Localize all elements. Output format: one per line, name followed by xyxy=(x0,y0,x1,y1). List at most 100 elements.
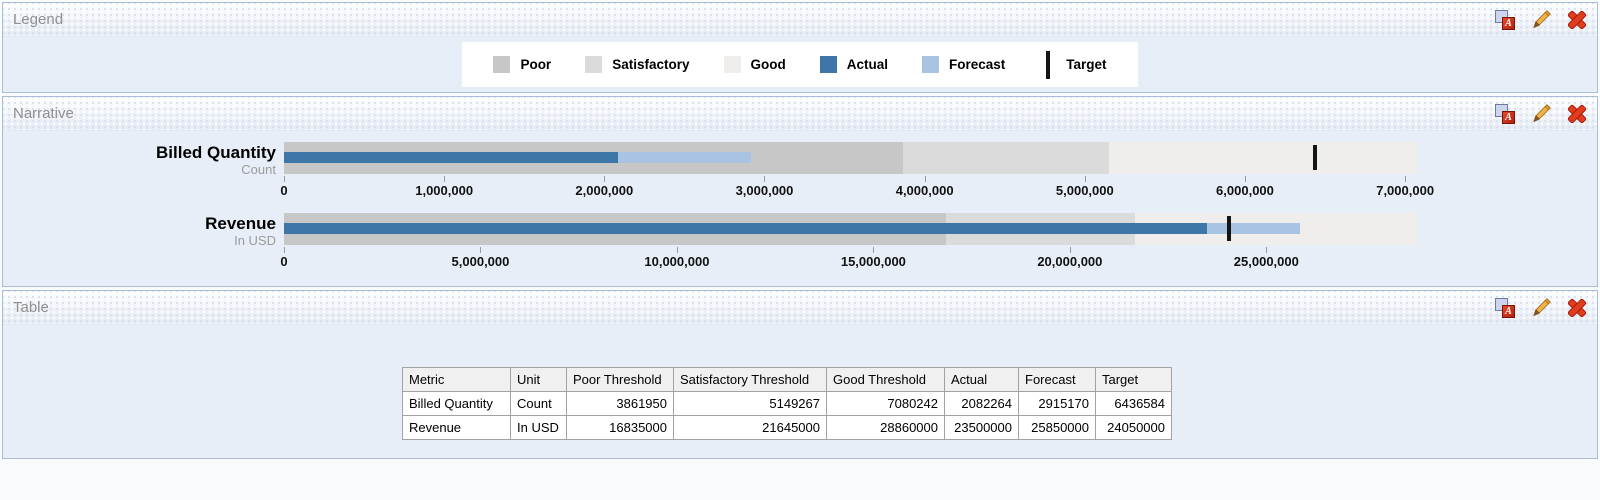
legend-item-label: Actual xyxy=(846,57,889,72)
table-cell: 5149267 xyxy=(673,391,827,416)
legend-panel: Legend A xyxy=(2,2,1598,93)
axis-tick-label: 0 xyxy=(280,183,288,198)
axis-tick xyxy=(1069,247,1071,253)
axis-tick-label: 6,000,000 xyxy=(1216,183,1274,198)
axis-tick-label: 20,000,000 xyxy=(1037,254,1103,269)
axis-tick-label: 2,000,000 xyxy=(575,183,634,198)
delete-x-icon[interactable] xyxy=(1565,8,1589,32)
axis-tick-label: 1,000,000 xyxy=(415,183,474,198)
bullet-axis: 0 1,000,000 2,000,000 3,000,000 4,000,000 5,0… xyxy=(280,174,1434,200)
table-header-cell: Poor Threshold xyxy=(566,367,674,392)
narrative-panel-toolbar: A xyxy=(1493,102,1589,126)
axis-tick xyxy=(1084,176,1086,182)
axis-tick-label: 3,000,000 xyxy=(735,183,794,198)
legend-strip: Poor Satisfactory Good Actual Forecast Target xyxy=(462,42,1138,87)
legend-panel-title: Legend xyxy=(13,11,64,28)
actual-bar xyxy=(284,223,1208,234)
table-header-cell: Satisfactory Threshold xyxy=(673,367,827,392)
edit-pencil-icon[interactable] xyxy=(1529,102,1553,126)
table-cell: 21645000 xyxy=(673,415,827,440)
target-swatch xyxy=(1046,50,1051,79)
table-cell: 28860000 xyxy=(826,415,945,440)
format-icon[interactable]: A xyxy=(1493,8,1517,32)
bullet-band xyxy=(284,213,1418,245)
bullet-plot: 0 5,000,000 10,000,000 15,000,000 20,000,000… xyxy=(280,213,1418,271)
axis-tick-label: 4,000,000 xyxy=(895,183,954,198)
narrative-panel-body: Billed Quantity Count 0 1,000,000 2,000,000 3… xyxy=(3,131,1597,286)
forecast-swatch xyxy=(922,56,940,73)
axis-tick xyxy=(444,176,446,182)
legend-item: Target xyxy=(1039,50,1107,79)
metrics-table-body: Billed Quantity Count 3861950 5149267 708024… xyxy=(402,391,1172,440)
satisfactory-swatch xyxy=(585,56,603,73)
axis-tick xyxy=(676,247,678,253)
legend-item-label: Target xyxy=(1066,57,1107,72)
table-cell: Billed Quantity xyxy=(402,391,511,416)
table-header-cell: Unit xyxy=(510,367,567,392)
chart-subtitle: In USD xyxy=(234,233,276,248)
narrative-panel: Narrative A xyxy=(2,96,1598,287)
delete-x-icon[interactable] xyxy=(1565,296,1589,320)
format-icon[interactable]: A xyxy=(1493,102,1517,126)
bullet-plot: 0 1,000,000 2,000,000 3,000,000 4,000,000 5,0… xyxy=(280,142,1434,200)
table-cell: 25850000 xyxy=(1018,415,1096,440)
table-cell: 23500000 xyxy=(944,415,1019,440)
legend-panel-header[interactable]: Legend A xyxy=(3,3,1597,37)
axis-tick-label: 7,000,000 xyxy=(1376,183,1435,198)
legend-panel-body: Poor Satisfactory Good Actual Forecast Target xyxy=(3,37,1597,92)
bullet-axis: 0 5,000,000 10,000,000 15,000,000 20,000,000… xyxy=(280,245,1418,271)
legend-item: Satisfactory xyxy=(585,56,690,73)
table-panel-title: Table xyxy=(13,299,49,316)
axis-tick xyxy=(1266,247,1268,253)
legend-item-label: Poor xyxy=(520,57,552,72)
table-header-cell: Metric xyxy=(402,367,511,392)
legend-item: Poor xyxy=(493,56,551,73)
axis-tick-label: 10,000,000 xyxy=(644,254,710,269)
legend-panel-toolbar: A xyxy=(1493,8,1589,32)
legend-item-label: Forecast xyxy=(949,57,1006,72)
bullet-chart-row: Revenue In USD 0 5,000,000 10,000,000 15,000,… xyxy=(3,213,1597,271)
dashboard-page: Legend A xyxy=(2,2,1598,459)
metrics-table-head: Metric Unit Poor Threshold Satisfactory Thr… xyxy=(402,367,1172,392)
target-marker xyxy=(1227,216,1231,241)
good-swatch xyxy=(723,56,741,73)
table-header-cell: Good Threshold xyxy=(826,367,945,392)
table-panel-header[interactable]: Table A xyxy=(3,291,1597,325)
table-row: Billed Quantity Count 3861950 5149267 708024… xyxy=(402,391,1172,416)
axis-tick-label: 5,000,000 xyxy=(451,254,510,269)
bullet-band xyxy=(284,142,1418,174)
range-satisfactory xyxy=(902,142,1109,174)
format-icon[interactable]: A xyxy=(1493,296,1517,320)
axis-tick xyxy=(1405,176,1407,182)
table-panel-body: Metric Unit Poor Threshold Satisfactory Thr… xyxy=(3,367,1597,500)
chart-title: Billed Quantity xyxy=(156,143,276,162)
narrative-panel-header[interactable]: Narrative A xyxy=(3,97,1597,131)
axis-tick xyxy=(764,176,766,182)
legend-item-label: Good xyxy=(750,57,786,72)
delete-x-icon[interactable] xyxy=(1565,102,1589,126)
axis-tick xyxy=(873,247,875,253)
metrics-table: Metric Unit Poor Threshold Satisfactory Thr… xyxy=(402,367,1172,440)
table-cell: 2082264 xyxy=(944,391,1019,416)
axis-tick-label: 15,000,000 xyxy=(840,254,906,269)
axis-tick xyxy=(604,176,606,182)
table-header-cell: Actual xyxy=(944,367,1019,392)
axis-tick xyxy=(1244,176,1246,182)
chart-title: Revenue xyxy=(205,214,276,233)
table-row: Revenue In USD 16835000 21645000 28860000 235… xyxy=(402,415,1172,440)
edit-pencil-icon[interactable] xyxy=(1529,8,1553,32)
axis-tick xyxy=(284,247,285,253)
table-cell: 24050000 xyxy=(1095,415,1172,440)
table-header-cell: Forecast xyxy=(1018,367,1096,392)
axis-tick-label: 5,000,000 xyxy=(1055,183,1114,198)
chart-subtitle: Count xyxy=(241,162,276,177)
actual-bar xyxy=(284,152,618,163)
edit-pencil-icon[interactable] xyxy=(1529,296,1553,320)
axis-tick xyxy=(284,176,285,182)
table-cell: 7080242 xyxy=(826,391,945,416)
axis-tick xyxy=(924,176,926,182)
target-marker xyxy=(1312,145,1317,170)
chart-labels: Billed Quantity Count xyxy=(3,142,284,177)
table-header-row: Metric Unit Poor Threshold Satisfactory Thr… xyxy=(402,367,1172,392)
narrative-panel-title: Narrative xyxy=(13,105,74,122)
